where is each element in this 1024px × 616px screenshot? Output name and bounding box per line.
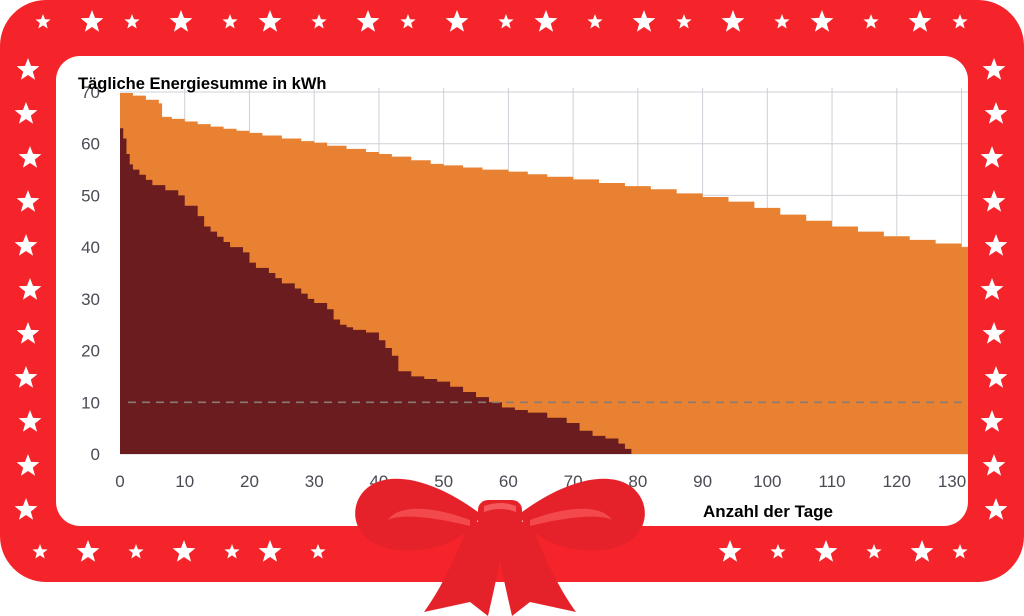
star-icon [534, 10, 558, 32]
x-tick-label: 0 [115, 472, 124, 491]
star-icon [128, 544, 144, 559]
star-icon [16, 454, 40, 476]
star-icon [124, 14, 140, 29]
star-icon [982, 190, 1006, 212]
star-icon [498, 14, 514, 29]
star-icon [908, 10, 932, 32]
x-tick-label: 110 [819, 472, 846, 491]
star-icon [311, 14, 327, 29]
y-axis-label: Tägliche Energiesumme in kWh [78, 75, 326, 93]
star-icon [14, 366, 38, 388]
star-icon [222, 14, 238, 29]
star-icon [224, 544, 240, 559]
star-icon [770, 544, 786, 559]
star-icon [676, 14, 692, 29]
star-icon [16, 322, 40, 344]
x-tick-label: 50 [434, 472, 453, 491]
x-tick-label: 130 [938, 472, 966, 491]
x-tick-label: 120 [883, 472, 911, 491]
x-tick-label: 90 [693, 472, 712, 491]
star-icon [16, 190, 40, 212]
star-icon [258, 540, 282, 562]
star-icon [258, 10, 282, 32]
star-icon [721, 10, 745, 32]
star-icon [169, 10, 193, 32]
x-tick-label: 80 [628, 472, 647, 491]
star-icon [982, 454, 1006, 476]
star-icon [32, 544, 48, 559]
star-icon [910, 540, 934, 562]
star-icon [984, 366, 1008, 388]
star-icon [632, 10, 656, 32]
star-icon [984, 498, 1008, 520]
star-icon [984, 234, 1008, 256]
star-icon [814, 540, 838, 562]
star-icon [984, 102, 1008, 124]
star-icon [445, 10, 469, 32]
y-tick-label: 30 [81, 290, 100, 309]
star-icon [982, 58, 1006, 80]
x-tick-label: 30 [305, 472, 324, 491]
star-icon [76, 540, 100, 562]
star-icon [356, 10, 380, 32]
star-icon [80, 10, 104, 32]
x-tick-label: 60 [499, 472, 518, 491]
star-icon [18, 146, 42, 168]
y-tick-label: 20 [81, 342, 100, 361]
x-tick-label: 10 [175, 472, 194, 491]
y-tick-label: 10 [81, 393, 100, 412]
y-tick-label: 50 [81, 186, 100, 205]
star-icon [14, 102, 38, 124]
star-icon [952, 14, 968, 29]
star-icon [866, 544, 882, 559]
star-icon [982, 322, 1006, 344]
star-icon [952, 544, 968, 559]
red-gift-bow-icon [355, 478, 645, 616]
star-icon [16, 58, 40, 80]
star-icon [310, 544, 326, 559]
star-icon [18, 410, 42, 432]
x-tick-label: 20 [240, 472, 259, 491]
star-icon [980, 278, 1004, 300]
x-axis-label: Anzahl der Tage [703, 502, 833, 521]
x-tick-label: 100 [753, 472, 781, 491]
star-icon [35, 14, 51, 29]
star-icon [400, 14, 416, 29]
star-icon [172, 540, 196, 562]
x-tick-labels: 0102030405060708090100110120130 [115, 472, 966, 491]
star-icon [587, 14, 603, 29]
y-tick-labels: 0 10 20 30 40 50 60 70 [81, 83, 100, 464]
y-tick-label: 40 [81, 238, 100, 257]
star-icon [718, 540, 742, 562]
y-tick-label: 0 [91, 445, 100, 464]
star-icon [18, 278, 42, 300]
star-icon [14, 498, 38, 520]
star-icon [980, 146, 1004, 168]
star-icon [774, 14, 790, 29]
star-icon [810, 10, 834, 32]
star-icon [863, 14, 879, 29]
star-icon [980, 410, 1004, 432]
y-tick-label: 70 [81, 83, 100, 102]
star-decoration-group [14, 10, 1008, 562]
series-dark-energy-area [120, 128, 632, 454]
star-icon [14, 234, 38, 256]
y-tick-label: 60 [81, 135, 100, 154]
